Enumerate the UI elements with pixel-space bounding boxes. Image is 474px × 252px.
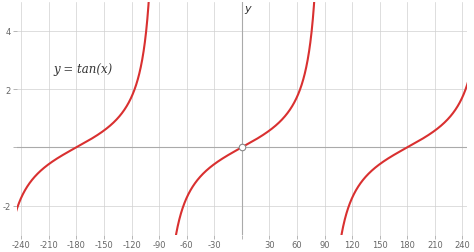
Text: y = tan(x): y = tan(x) [54, 62, 113, 75]
Text: y: y [245, 4, 251, 14]
Point [238, 146, 246, 150]
